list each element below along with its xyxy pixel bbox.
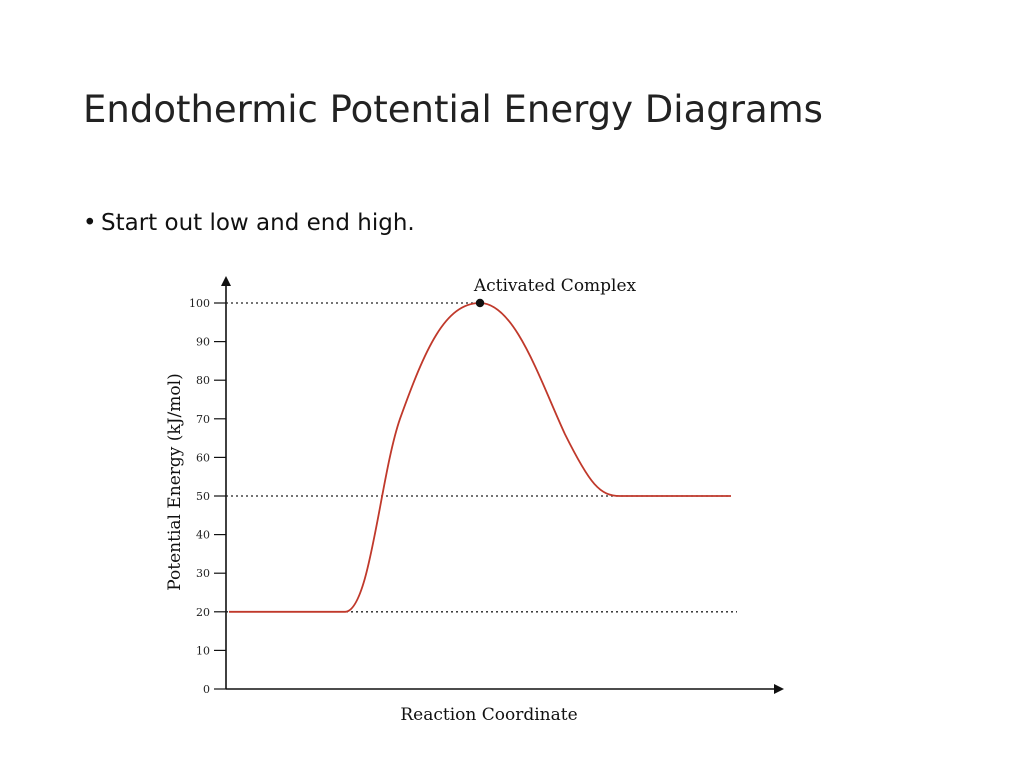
y-tick-label: 80 <box>196 374 210 387</box>
y-tick-label: 0 <box>203 683 210 696</box>
chart-series <box>229 298 731 613</box>
y-axis-ticks: 0 10 20 30 40 50 60 70 80 90 100 <box>189 297 226 696</box>
activated-complex-marker <box>475 298 485 308</box>
y-tick-label: 70 <box>196 413 210 426</box>
y-tick-label: 40 <box>196 529 210 542</box>
y-tick-label: 50 <box>196 490 210 503</box>
bullet-text: Start out low and end high. <box>101 210 415 236</box>
x-axis-title: Reaction Coordinate <box>400 705 577 725</box>
bullet-item: • Start out low and end high. <box>83 210 415 236</box>
y-tick-label: 100 <box>189 297 210 310</box>
y-tick-label: 90 <box>196 336 210 349</box>
y-tick-label: 30 <box>196 567 210 580</box>
y-axis-title: Potential Energy (kJ/mol) <box>165 373 185 590</box>
reference-lines <box>226 302 737 613</box>
y-tick-label: 10 <box>196 644 210 657</box>
y-tick-label: 60 <box>196 451 210 464</box>
y-tick-label: 20 <box>196 606 210 619</box>
activated-complex-label: Activated Complex <box>473 276 637 296</box>
y-axis-arrow-icon <box>221 276 231 286</box>
slide-title: Endothermic Potential Energy Diagrams <box>83 88 823 131</box>
chart-labels: Activated Complex Reaction Coordinate Pote… <box>165 276 637 725</box>
x-axis-arrow-icon <box>774 684 784 694</box>
energy-curve <box>229 302 731 613</box>
bullet-icon: • <box>83 210 97 236</box>
chart-axes <box>221 276 784 694</box>
